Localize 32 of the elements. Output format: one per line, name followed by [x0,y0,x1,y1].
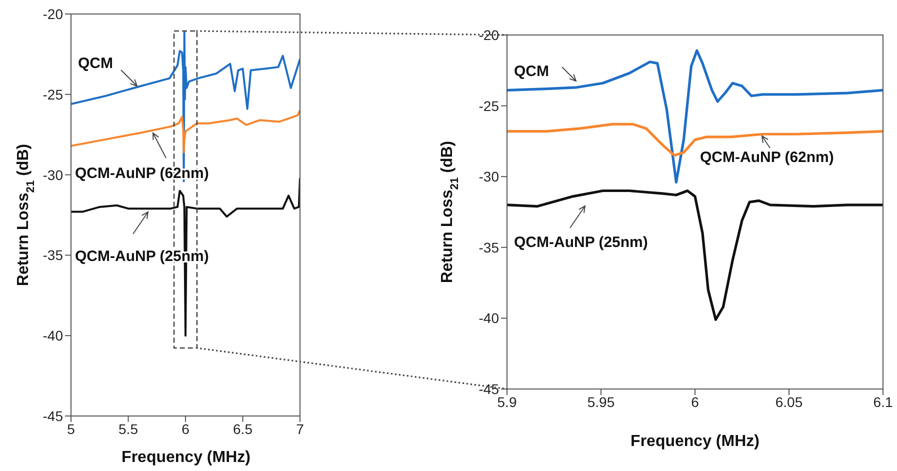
series-label: QCM [78,55,113,72]
x-tick-label: 6 [691,394,700,410]
y-tick-label: -25 [478,98,500,114]
y-tick-label: -45 [478,380,500,397]
y-tick-label: -25 [42,86,64,102]
x-tick-label: 5.5 [118,420,138,437]
x-tick-label: 5 [67,420,76,437]
y-tick-label: -35 [478,239,500,256]
line-series [507,49,883,184]
y-tick-label: -35 [42,247,64,264]
y-tick-label: -45 [42,408,64,424]
series-label: QCM-AuNP (25nm) [514,234,648,251]
x-axis-title: Frequency (MHz) [630,433,760,450]
line-series [71,30,300,182]
x-tick-label: 5.9 [497,394,517,410]
x-tick-label: 6.5 [233,420,253,437]
y-tick-label: -40 [42,328,64,344]
x-tick-label: 6.05 [775,394,803,410]
x-tick-label: 6 [182,420,190,437]
y-tick-label: -20 [478,26,500,43]
line-series [71,109,300,154]
series-label: QCM [514,63,549,80]
y-tick-label: -30 [478,168,500,185]
y-tick-label: -40 [478,310,500,326]
y-tick-label: -30 [42,166,64,183]
y-tick-label: -20 [42,6,64,22]
x-tick-label: 7 [296,420,304,437]
x-tick-label: 5.95 [587,394,615,410]
line-series [507,189,883,321]
x-axis-title: Frequency (MHz) [122,449,250,466]
x-tick-label: 6.1 [873,394,893,410]
series-label: QCM-AuNP (62nm) [700,149,834,166]
